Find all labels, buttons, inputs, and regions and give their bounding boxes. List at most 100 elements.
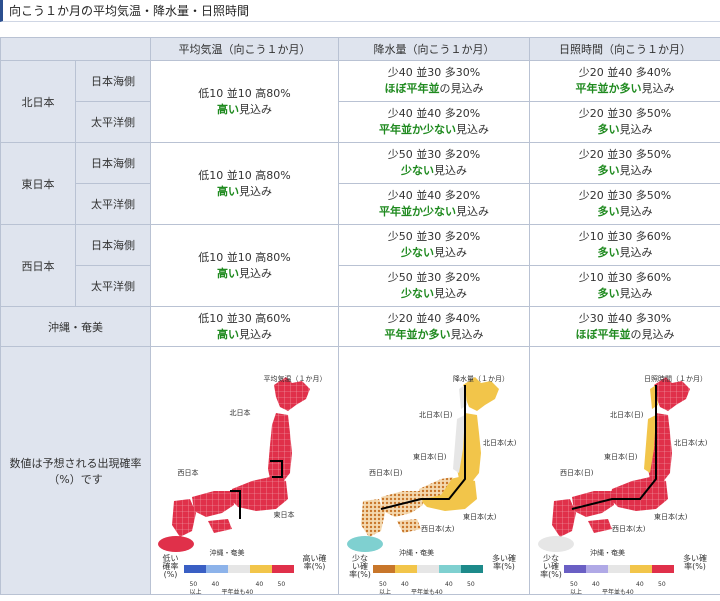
west-pac-precip-cell: 少50 並30 多20% 少ない見込み [339,266,530,307]
forecast-table: 平均気温（向こう１か月） 降水量（向こう１か月） 日照時間（向こう１か月） 北日… [0,37,720,595]
legend-bar-low-strong [373,565,395,573]
side-sea-of-japan: 日本海側 [76,225,151,266]
shikoku-shape [208,519,232,533]
legend-value: 40 [445,577,453,593]
outlook-suffix: の見込み [631,328,675,341]
legend-normal-note: 平年並も40 [222,585,254,601]
temp-map: 平均気温（１か月） 北日本 西日本 東日本 沖縄・奄美 低い確率(%) [152,349,338,593]
west-temp-cell: 低10 並10 高80% 高い見込み [151,225,339,307]
okinawa-ellipse [152,533,202,555]
legend-normal-note: 平年並も40 [411,585,443,601]
east-pac-precip-cell: 少40 並40 多20% 平年並か少ない見込み [339,184,530,225]
legend-high-label: 高い確率(%) [300,555,330,571]
header-empty [1,38,151,61]
outlook-suffix: 見込み [434,246,467,259]
legend-bar-high [250,565,272,573]
north-sea-sun-cell: 少20 並40 多40% 平年並か多い見込み [530,61,720,102]
north-pac-sun-cell: 少20 並30 多50% 多い見込み [530,102,720,143]
precip-map: 降水量（１か月） 北日本(日) 北日本(太) 東日本(日) 西日本(日) 東日本… [341,349,527,593]
kyushu-shape [552,499,576,537]
label-west-pac: 西日本(太) [421,521,454,537]
label-north: 北日本 [230,405,251,421]
legend-bar-normal [417,565,439,573]
prob-text: 少20 並40 多40% [339,311,529,327]
map-title: 降水量（１か月） [453,371,509,387]
outlook-word: 多い [598,123,620,136]
legend-value: 40 [592,577,600,593]
precip-map-cell: 降水量（１か月） 北日本(日) 北日本(太) 東日本(日) 西日本(日) 東日本… [339,347,530,595]
outlook-suffix: 見込み [620,205,653,218]
label-north-sea: 北日本(日) [610,407,643,423]
prob-text: 少40 並40 多20% [339,106,529,122]
region-west: 西日本 [1,225,76,307]
legend-bar-low-strong [184,565,206,573]
west-sea-sun-cell: 少10 並30 多60% 多い見込み [530,225,720,266]
label-east-pac: 東日本(太) [654,509,687,525]
legend-bar-normal [608,565,630,573]
region-north: 北日本 [1,61,76,143]
north-pac-precip-cell: 少40 並40 多20% 平年並か少ない見込み [339,102,530,143]
legend-bar-high [630,565,652,573]
legend-value: 40 [636,577,644,593]
legend-ijo: 以上 [190,585,202,601]
legend-value: 50 [467,577,475,593]
north-sea-precip-cell: 少40 並30 多30% ほぼ平年並の見込み [339,61,530,102]
outlook-word: 少ない [401,164,434,177]
label-west-sea: 西日本(日) [369,465,402,481]
outlook-word: 平年並か多い [576,82,642,95]
legend-bar-low-strong [564,565,586,573]
outlook-suffix: 見込み [239,185,272,198]
legend-low-label: 低い確率(%) [160,555,182,579]
outlook-word: 高い [217,328,239,341]
outlook-word: 少ない [401,246,434,259]
outlook-word: 多い [598,205,620,218]
prob-text: 低10 並10 高80% [151,86,338,102]
label-east-sea: 東日本(日) [413,449,446,465]
legend-low-label: 少ない確率(%) [349,555,371,579]
outlook-suffix: 見込み [451,328,484,341]
prob-text: 少50 並30 多20% [339,270,529,286]
label-west-sea: 西日本(日) [560,465,593,481]
shikoku-shape [397,519,421,533]
side-pacific: 太平洋側 [76,184,151,225]
outlook-suffix: 見込み [620,287,653,300]
legend-value: 40 [212,577,220,593]
side-pacific: 太平洋側 [76,266,151,307]
prob-text: 低10 並10 高80% [151,168,338,184]
side-sea-of-japan: 日本海側 [76,61,151,102]
west-japan-shape [192,491,234,517]
header-sunshine: 日照時間（向こう１か月） [530,38,720,61]
label-north-pac: 北日本(太) [674,435,707,451]
outlook-suffix: 見込み [642,82,675,95]
east-pac-sun-cell: 少20 並30 多50% 多い見込み [530,184,720,225]
outlook-word: 多い [598,246,620,259]
outlook-word: 平年並か少ない [379,205,456,218]
sun-map-cell: 日照時間（１か月） 北日本(日) 北日本(太) 東日本(日) 西日本(日) 東日… [530,347,720,595]
outlook-suffix: 見込み [434,287,467,300]
okinawa-ellipse [532,533,582,555]
page-title: 向こう１か月の平均気温・降水量・日照時間 [0,0,720,22]
region-east: 東日本 [1,143,76,225]
legend-bar-low [206,565,228,573]
label-north-pac: 北日本(太) [483,435,516,451]
outlook-word: ほぼ平年並 [385,82,440,95]
outlook-suffix: 見込み [620,123,653,136]
outlook-suffix: 見込み [620,164,653,177]
prob-text: 少20 並30 多50% [530,188,720,204]
legend-bar-low [395,565,417,573]
west-pac-sun-cell: 少10 並30 多60% 多い見込み [530,266,720,307]
shikoku-shape [588,519,612,533]
map-row-label: 数値は予想される出現確率 （%）です [1,347,151,595]
outlook-word: 少ない [401,287,434,300]
header-precipitation: 降水量（向こう１か月） [339,38,530,61]
legend-high-label: 多い確率(%) [680,555,710,571]
legend-bar-high [439,565,461,573]
outlook-word: 多い [598,287,620,300]
prob-text: 少50 並30 多20% [339,147,529,163]
okinawa-precip-cell: 少20 並40 多40% 平年並か多い見込み [339,307,530,347]
prob-text: 少30 並40 多30% [530,311,720,327]
label-east-sea: 東日本(日) [604,449,637,465]
kyushu-shape [361,499,385,537]
legend-bar-high-strong [272,565,294,573]
prob-text: 低10 並30 高60% [151,311,338,327]
